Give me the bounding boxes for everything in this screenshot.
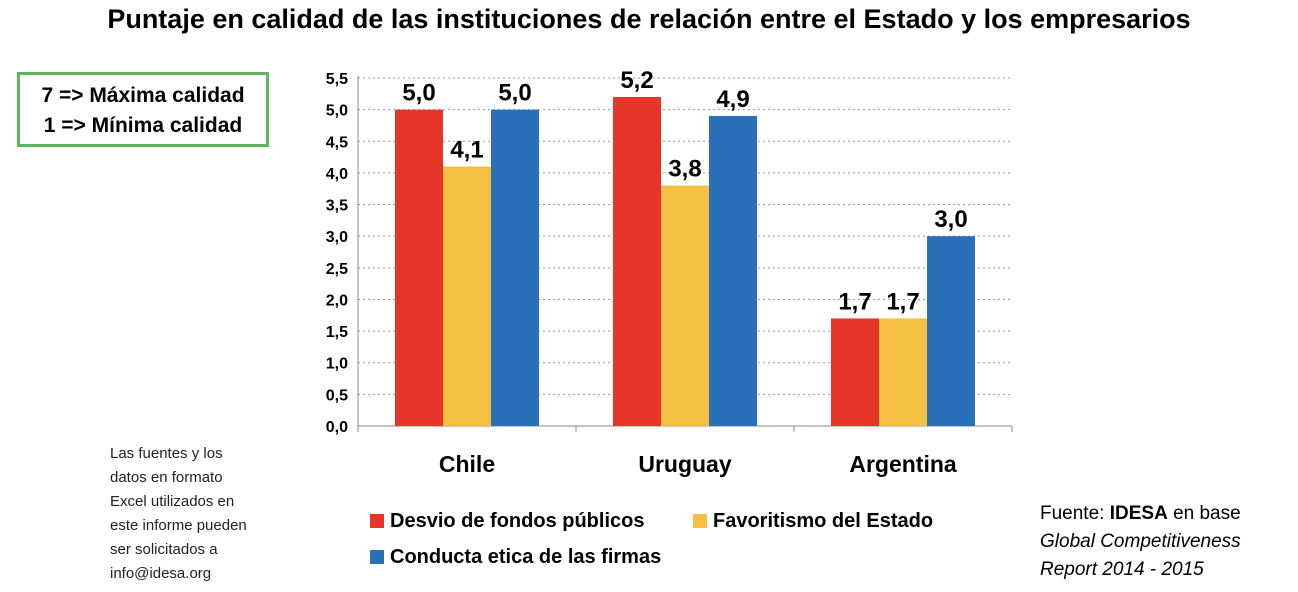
data-label: 5,0 — [498, 80, 531, 107]
files-note: Las fuentes y los datos en formato Excel… — [110, 442, 300, 586]
y-tick-label: 3,5 — [326, 198, 348, 215]
data-label: 4,1 — [450, 137, 483, 164]
legend-swatch-red — [370, 514, 384, 528]
legend-swatch-yellow — [693, 514, 707, 528]
y-tick-label: 2,5 — [326, 261, 348, 278]
legend-item-favoritismo: Favoritismo del Estado — [693, 510, 933, 533]
x-category-label: Argentina — [849, 451, 957, 477]
source-line-2: Global Competitiveness — [1040, 531, 1241, 552]
bar-uruguay-3 — [709, 115, 757, 427]
y-tick-label: 4,5 — [326, 134, 348, 151]
files-note-line: ser solicitados a — [110, 541, 218, 558]
files-note-line: Las fuentes y los — [110, 445, 223, 462]
legend-item-conducta: Conducta etica de las firmas — [370, 546, 661, 569]
files-note-line: este informe pueden — [110, 517, 247, 534]
data-label: 4,9 — [716, 86, 749, 113]
scale-min-text: 1 => Mínima calidad — [43, 114, 243, 137]
y-tick-label: 1,5 — [326, 324, 348, 341]
legend-label: Favoritismo del Estado — [713, 510, 934, 532]
bar-uruguay-1 — [613, 96, 661, 427]
source-suffix: en base — [1167, 503, 1241, 524]
y-tick-label: 0,0 — [326, 419, 348, 436]
data-label: 3,0 — [934, 206, 967, 233]
legend-label: Conducta etica de las firmas — [390, 546, 662, 568]
legend-item-desvio: Desvio de fondos públicos — [370, 510, 644, 533]
files-note-line: datos en formato — [110, 469, 223, 486]
y-tick-label: 1,0 — [326, 356, 348, 373]
data-label: 3,8 — [668, 156, 701, 183]
y-tick-label: 0,5 — [326, 387, 348, 404]
data-label: 5,0 — [402, 80, 435, 107]
scale-max-text: 7 => Máxima calidad — [41, 84, 245, 107]
y-tick-label: 2,0 — [326, 292, 348, 309]
source-note: Fuente: IDESA en base Global Competitive… — [1040, 500, 1241, 584]
source-prefix: Fuente: — [1040, 503, 1110, 524]
bar-chile-1 — [395, 109, 443, 427]
data-label: 1,7 — [886, 288, 919, 315]
bar-argentina-1 — [831, 318, 879, 426]
bar-chile-2 — [443, 166, 491, 426]
legend-swatch-blue — [370, 550, 384, 564]
legend-label: Desvio de fondos públicos — [390, 510, 645, 532]
bar-argentina-2 — [879, 318, 927, 426]
data-label: 5,2 — [620, 67, 653, 94]
y-tick-label: 4,0 — [326, 166, 348, 183]
scale-legend-box: 7 => Máxima calidad 1 => Mínima calidad — [17, 72, 269, 147]
data-label: 1,7 — [838, 288, 871, 315]
y-tick-label: 5,0 — [326, 103, 348, 120]
source-line-3: Report 2014 - 2015 — [1040, 559, 1204, 580]
chart-title: Puntaje en calidad de las instituciones … — [107, 4, 1191, 34]
files-note-line: info@idesa.org — [110, 565, 212, 582]
x-category-label: Uruguay — [638, 451, 732, 477]
files-note-line: Excel utilizados en — [110, 493, 235, 510]
y-tick-label: 5,5 — [326, 71, 348, 88]
source-org: IDESA — [1109, 503, 1168, 524]
x-category-label: Chile — [439, 451, 495, 477]
bar-chile-3 — [491, 109, 539, 427]
bar-argentina-3 — [927, 236, 975, 426]
y-tick-label: 3,0 — [326, 229, 348, 246]
bar-uruguay-2 — [661, 185, 709, 426]
